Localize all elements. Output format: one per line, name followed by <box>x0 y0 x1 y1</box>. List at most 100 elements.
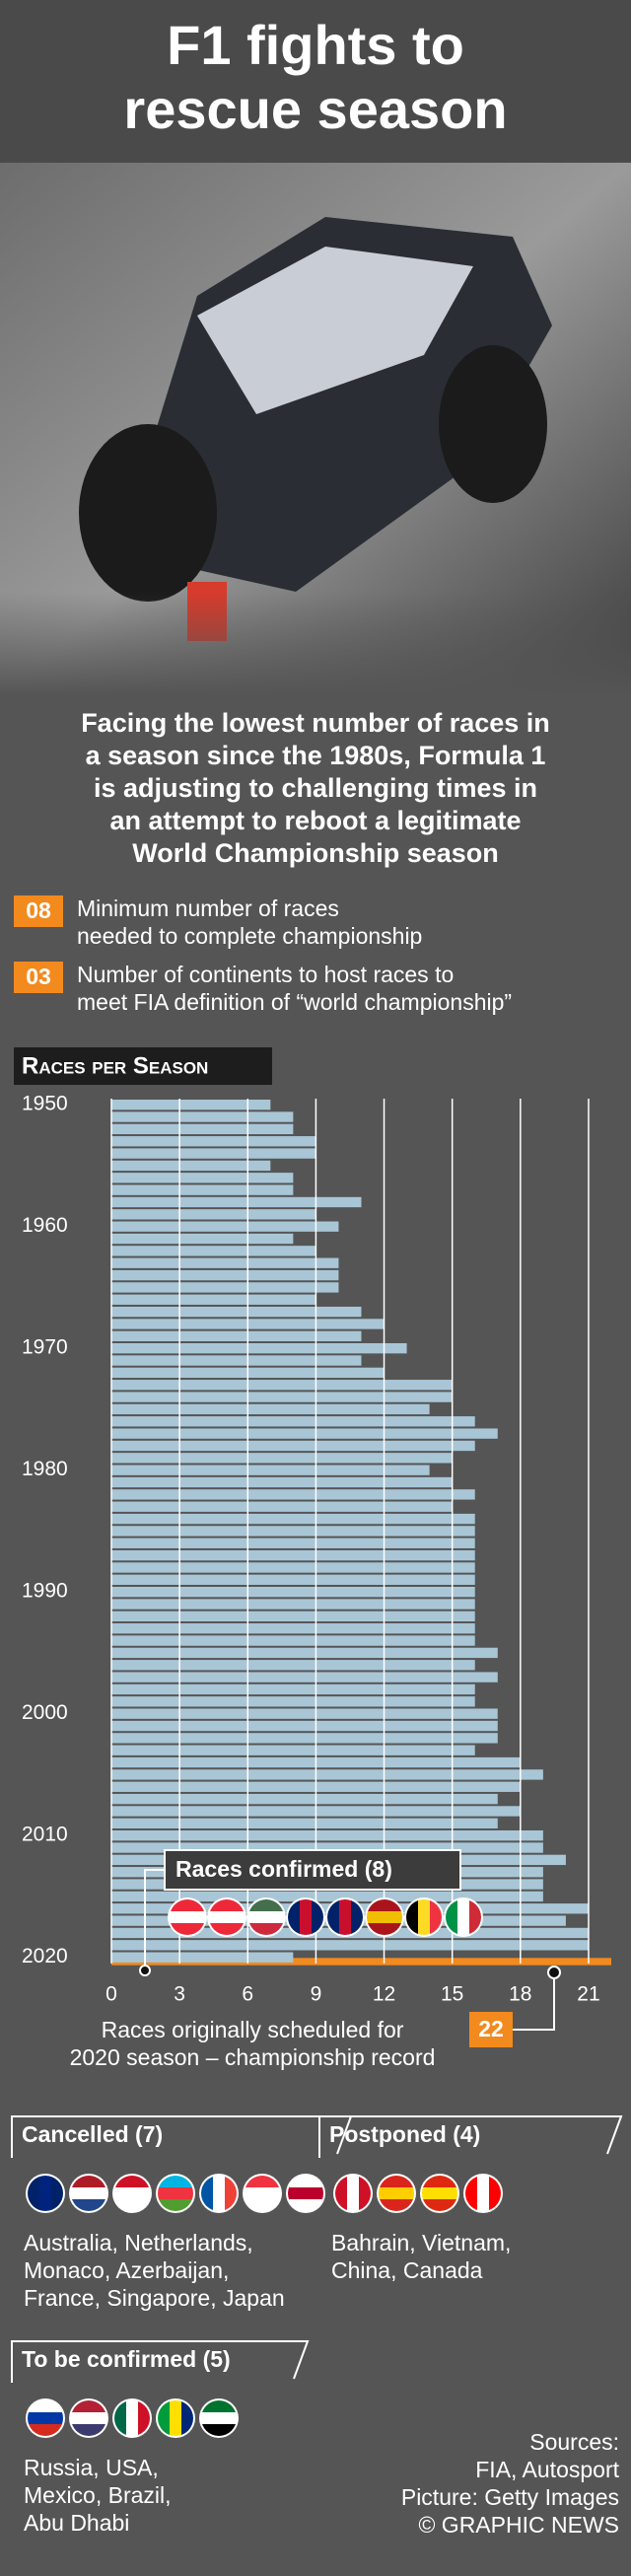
y-tick-label: 1960 <box>22 1214 68 1237</box>
panel-text: Australia, Netherlands, <box>24 2230 253 2255</box>
flag-stripe <box>300 1899 312 1935</box>
leader <box>144 1869 165 1970</box>
flag-stripe <box>418 1899 430 1935</box>
bar <box>111 1148 316 1159</box>
x-tick-label: 6 <box>242 1982 253 2005</box>
flag-stripe <box>201 2424 237 2436</box>
bar <box>111 1562 475 1573</box>
source-text: © GRAPHIC NEWS <box>418 2512 619 2538</box>
flag-stripe <box>158 2199 193 2211</box>
fact-text: needed to complete championship <box>77 923 422 949</box>
flag-stripe <box>114 2400 126 2436</box>
bar <box>111 1733 498 1744</box>
y-tick-label: 2020 <box>22 1945 68 1968</box>
bar <box>111 1574 475 1585</box>
flag-stripe <box>71 2424 106 2436</box>
bar <box>111 1793 498 1805</box>
bar <box>111 1501 453 1512</box>
y-tick-label: 2000 <box>22 1701 68 1724</box>
x-tick-label: 3 <box>174 1982 185 2005</box>
bar <box>111 1672 498 1682</box>
scheduled-badge <box>469 2012 513 2047</box>
fact-text: Number of continents to host races to <box>77 962 454 987</box>
flag-stripe <box>51 2176 63 2211</box>
bar <box>111 1294 316 1305</box>
flag-stripe <box>327 1899 339 1935</box>
source-text: FIA, Autosport <box>475 2457 619 2482</box>
bar <box>111 1891 543 1902</box>
flag-stripe <box>114 2199 150 2211</box>
leader-dot <box>547 1966 561 1979</box>
flag-stripe <box>422 2187 457 2199</box>
panel-text: Monaco, Azerbaijan, <box>24 2257 229 2283</box>
title-band <box>0 0 631 163</box>
bar <box>111 1136 316 1147</box>
flag-stripe <box>114 2176 150 2187</box>
flag-stripe <box>457 1899 469 1935</box>
flag-stripe <box>71 2400 106 2412</box>
flag-stripe <box>245 2187 280 2199</box>
fact-number: 03 <box>26 964 51 989</box>
flag-stripe <box>430 1899 442 1935</box>
bar <box>111 1683 475 1695</box>
panel-border <box>11 2115 353 2158</box>
x-tick-label: 21 <box>577 1982 599 2005</box>
flag-stripe <box>71 2176 106 2187</box>
flag-stripe <box>126 2400 138 2436</box>
flag-stripe <box>39 2176 51 2211</box>
flag-stripe <box>170 1911 205 1923</box>
panel-text: Bahrain, Vietnam, <box>331 2230 511 2255</box>
bar <box>111 1403 430 1415</box>
bar <box>111 1830 543 1841</box>
bar <box>111 1549 475 1561</box>
intro-text: an attempt to reboot a legitimate <box>109 806 521 835</box>
bar <box>111 1745 475 1755</box>
flag-stripe <box>248 1923 284 1935</box>
intro-text: World Championship season <box>132 838 499 868</box>
bar <box>111 1599 475 1610</box>
panel-text: China, Canada <box>331 2257 483 2283</box>
bar <box>111 1100 271 1110</box>
flag-stripe <box>335 2176 347 2211</box>
bar <box>111 1513 475 1525</box>
panel-title: To be confirmed (5) <box>22 2346 231 2372</box>
flag-stripe <box>367 1899 402 1911</box>
bar <box>111 1842 543 1853</box>
flag-stripe <box>209 1911 245 1923</box>
fact-text: Minimum number of races <box>77 895 339 921</box>
flag-stripe <box>312 1899 323 1935</box>
bar <box>111 1696 475 1707</box>
flag-stripe <box>489 2176 501 2211</box>
bar <box>111 1610 475 1622</box>
bar <box>111 1476 453 1488</box>
flag-stripe <box>114 2187 150 2199</box>
bar <box>111 1257 339 1268</box>
photo <box>0 163 631 695</box>
title: rescue season <box>123 78 507 140</box>
flag-stripe <box>477 2176 489 2211</box>
flag-stripe <box>170 1923 205 1935</box>
flag-stripe <box>170 2400 181 2436</box>
flag-stripe <box>28 2400 63 2412</box>
flag-stripe <box>288 2176 323 2187</box>
note-text: 2020 season – championship record <box>70 2044 436 2070</box>
flag-stripe <box>367 1923 402 1935</box>
flag-stripe <box>201 2400 237 2412</box>
panel-border <box>318 2115 623 2158</box>
fact-badge <box>14 962 63 993</box>
bar <box>111 1355 362 1366</box>
bar <box>111 1660 475 1671</box>
flag-stripe <box>28 2176 39 2211</box>
panel-title: Cancelled (7) <box>22 2121 163 2147</box>
flag-stripe <box>28 2424 63 2436</box>
bar <box>111 1526 475 1537</box>
bar <box>111 1720 498 1732</box>
bar <box>111 1233 294 1245</box>
bar <box>111 1635 475 1646</box>
bar <box>111 1428 498 1439</box>
fact-badge <box>14 895 63 927</box>
bar <box>111 1952 294 1963</box>
flag-stripe <box>245 2199 280 2211</box>
bar <box>111 1380 453 1391</box>
